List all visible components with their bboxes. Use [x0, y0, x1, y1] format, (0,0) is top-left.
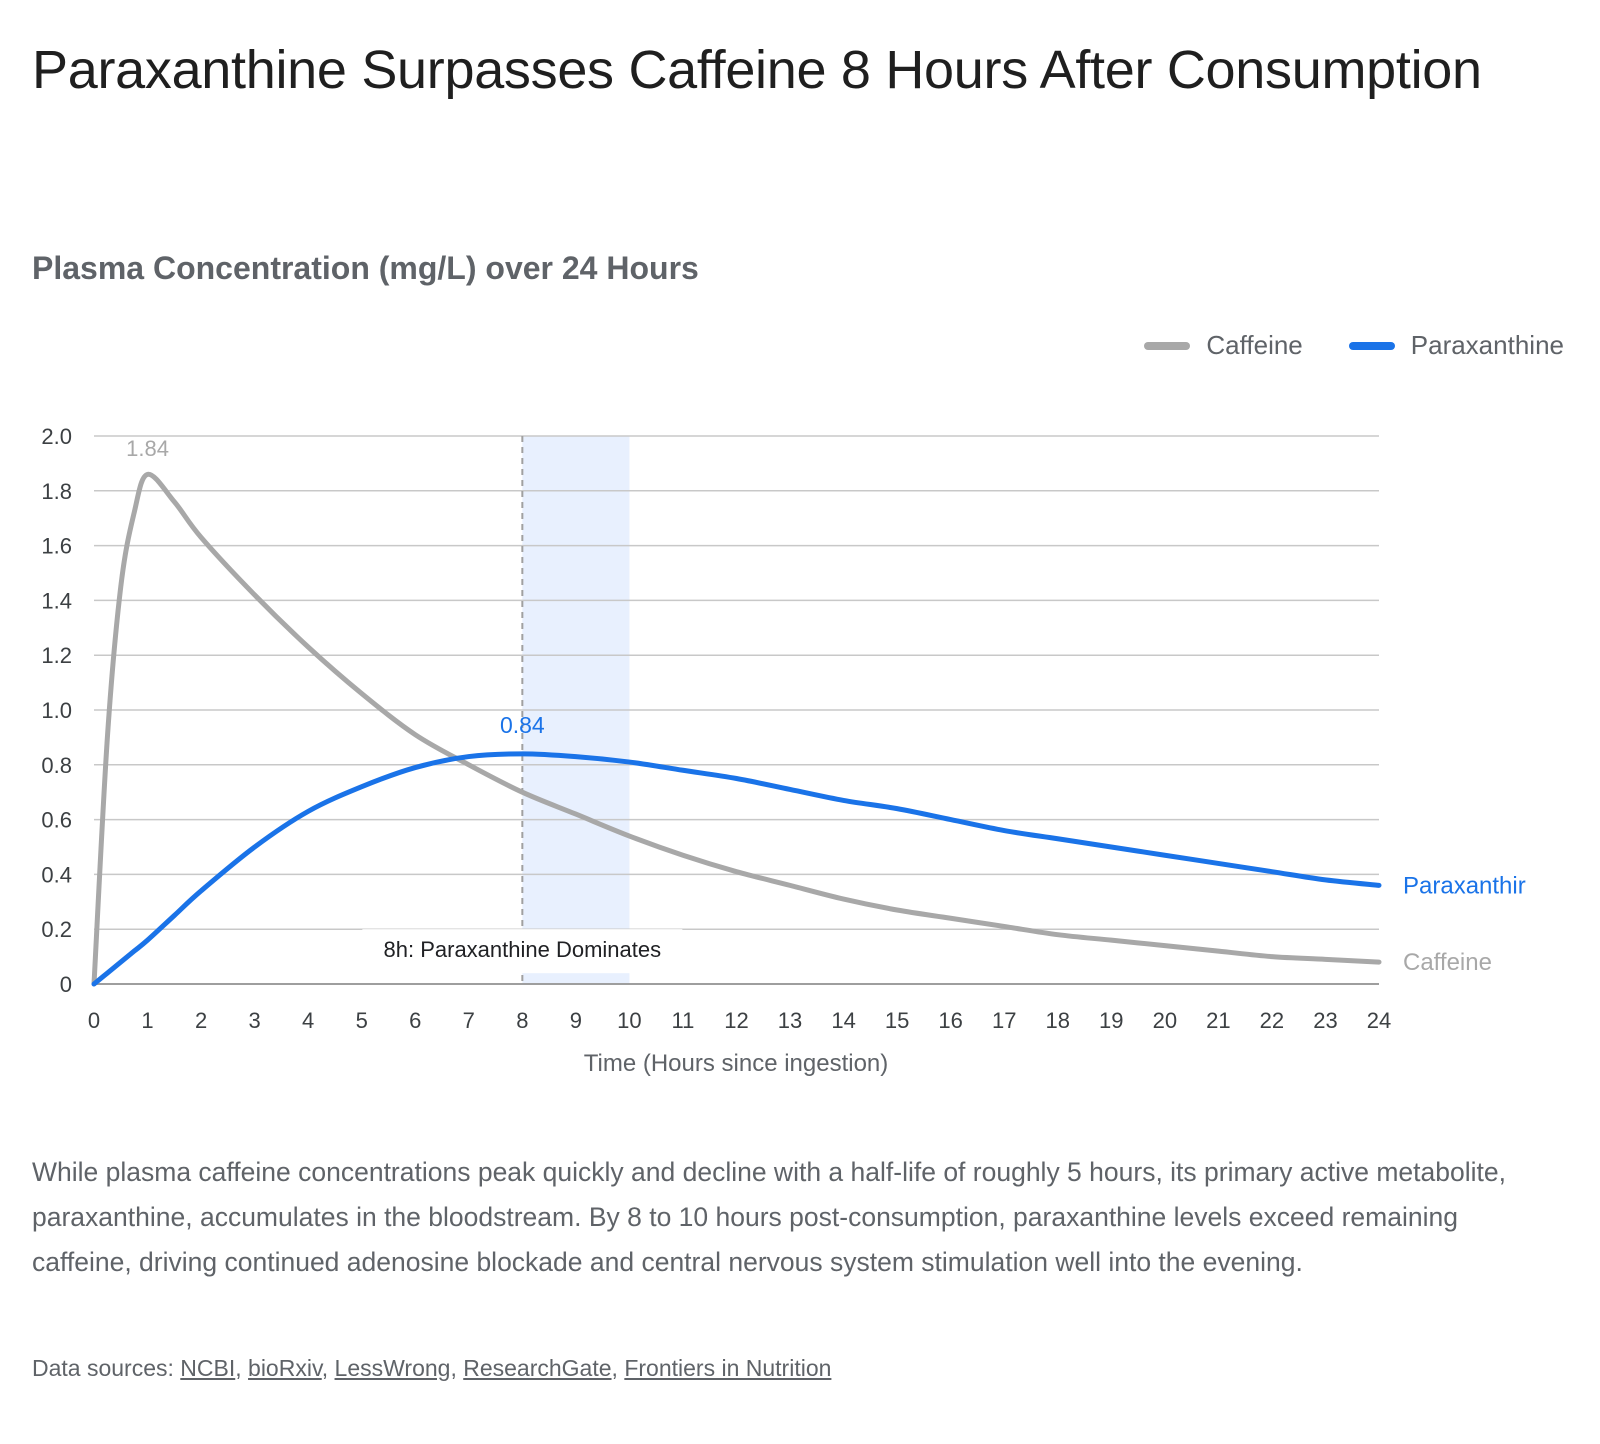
- legend-label-caffeine: Caffeine: [1206, 330, 1303, 360]
- x-tick-label: 18: [1046, 1008, 1070, 1033]
- end-label-paraxanthine: Paraxanthir: [1403, 872, 1526, 899]
- legend-swatch-caffeine: [1144, 341, 1191, 350]
- sources-prefix: Data sources:: [32, 1355, 181, 1381]
- y-tick-label: 1.4: [41, 588, 72, 613]
- source-link-ncbi[interactable]: NCBI: [180, 1355, 236, 1381]
- x-tick-label: 6: [409, 1008, 421, 1033]
- x-tick-label: 0: [88, 1008, 100, 1033]
- x-tick-label: 4: [302, 1008, 314, 1033]
- y-tick-label: 0.6: [41, 808, 72, 833]
- y-tick-label: 0.2: [41, 917, 72, 942]
- x-tick-label: 20: [1153, 1008, 1177, 1033]
- x-tick-label: 5: [356, 1008, 368, 1033]
- band-label: 8h: Paraxanthine Dominates: [384, 937, 662, 962]
- chart-legend: Caffeine Paraxanthine: [1144, 330, 1564, 361]
- legend-item-caffeine: Caffeine: [1144, 330, 1303, 361]
- chart-title: Paraxanthine Surpasses Caffeine 8 Hours …: [32, 40, 1482, 100]
- x-tick-label: 16: [938, 1008, 962, 1033]
- x-tick-label: 11: [672, 1008, 695, 1033]
- y-tick-label: 1.0: [41, 698, 72, 723]
- chart-description: While plasma caffeine concentrations pea…: [32, 1157, 1506, 1277]
- x-tick-label: 1: [141, 1008, 153, 1033]
- peak-label-caffeine: 1.84: [126, 436, 169, 461]
- y-tick-label: 0: [60, 972, 72, 997]
- y-tick-label: 0.4: [41, 862, 72, 887]
- legend-label-paraxanthine: Paraxanthine: [1410, 330, 1564, 360]
- x-tick-label: 17: [992, 1008, 1016, 1033]
- x-tick-label: 9: [570, 1008, 582, 1033]
- legend-item-paraxanthine: Paraxanthine: [1348, 330, 1564, 361]
- peak-label-paraxanthine: 0.84: [500, 712, 545, 738]
- x-tick-label: 15: [885, 1008, 909, 1033]
- data-sources: Data sources: NCBI, bioRxiv, LessWrong, …: [32, 1355, 832, 1381]
- chart-subtitle: Plasma Concentration (mg/L) over 24 Hour…: [32, 250, 699, 286]
- source-link-researchgate[interactable]: ResearchGate: [463, 1355, 612, 1381]
- y-tick-label: 1.6: [41, 534, 72, 559]
- source-link-biorxiv[interactable]: bioRxiv: [248, 1355, 322, 1381]
- x-tick-label: 10: [617, 1008, 641, 1033]
- x-tick-label: 12: [724, 1008, 748, 1033]
- x-tick-label: 3: [249, 1008, 261, 1033]
- x-tick-label: 24: [1367, 1008, 1391, 1033]
- x-tick-label: 2: [195, 1008, 207, 1033]
- y-tick-label: 0.8: [41, 753, 72, 778]
- source-link-lesswrong[interactable]: LessWrong: [334, 1355, 451, 1381]
- x-tick-label: 14: [831, 1008, 855, 1033]
- source-link-frontiers[interactable]: Frontiers in Nutrition: [624, 1355, 832, 1381]
- series-line-caffeine: [91, 471, 1382, 987]
- x-tick-label: 13: [778, 1008, 802, 1033]
- y-tick-label: 1.2: [41, 643, 72, 668]
- y-tick-label: 2.0: [41, 424, 72, 449]
- x-tick-label: 8: [516, 1008, 528, 1033]
- x-axis-label: Time (Hours since ingestion): [584, 1050, 889, 1077]
- x-tick-label: 19: [1099, 1008, 1123, 1033]
- x-tick-label: 21: [1206, 1008, 1230, 1033]
- x-tick-label: 22: [1260, 1008, 1284, 1033]
- legend-swatch-paraxanthine: [1348, 341, 1395, 350]
- end-label-caffeine: Caffeine: [1403, 949, 1492, 976]
- y-tick-label: 1.8: [41, 479, 72, 504]
- band-label-bg: [362, 929, 683, 974]
- x-tick-label: 23: [1313, 1008, 1337, 1033]
- x-tick-label: 7: [463, 1008, 475, 1033]
